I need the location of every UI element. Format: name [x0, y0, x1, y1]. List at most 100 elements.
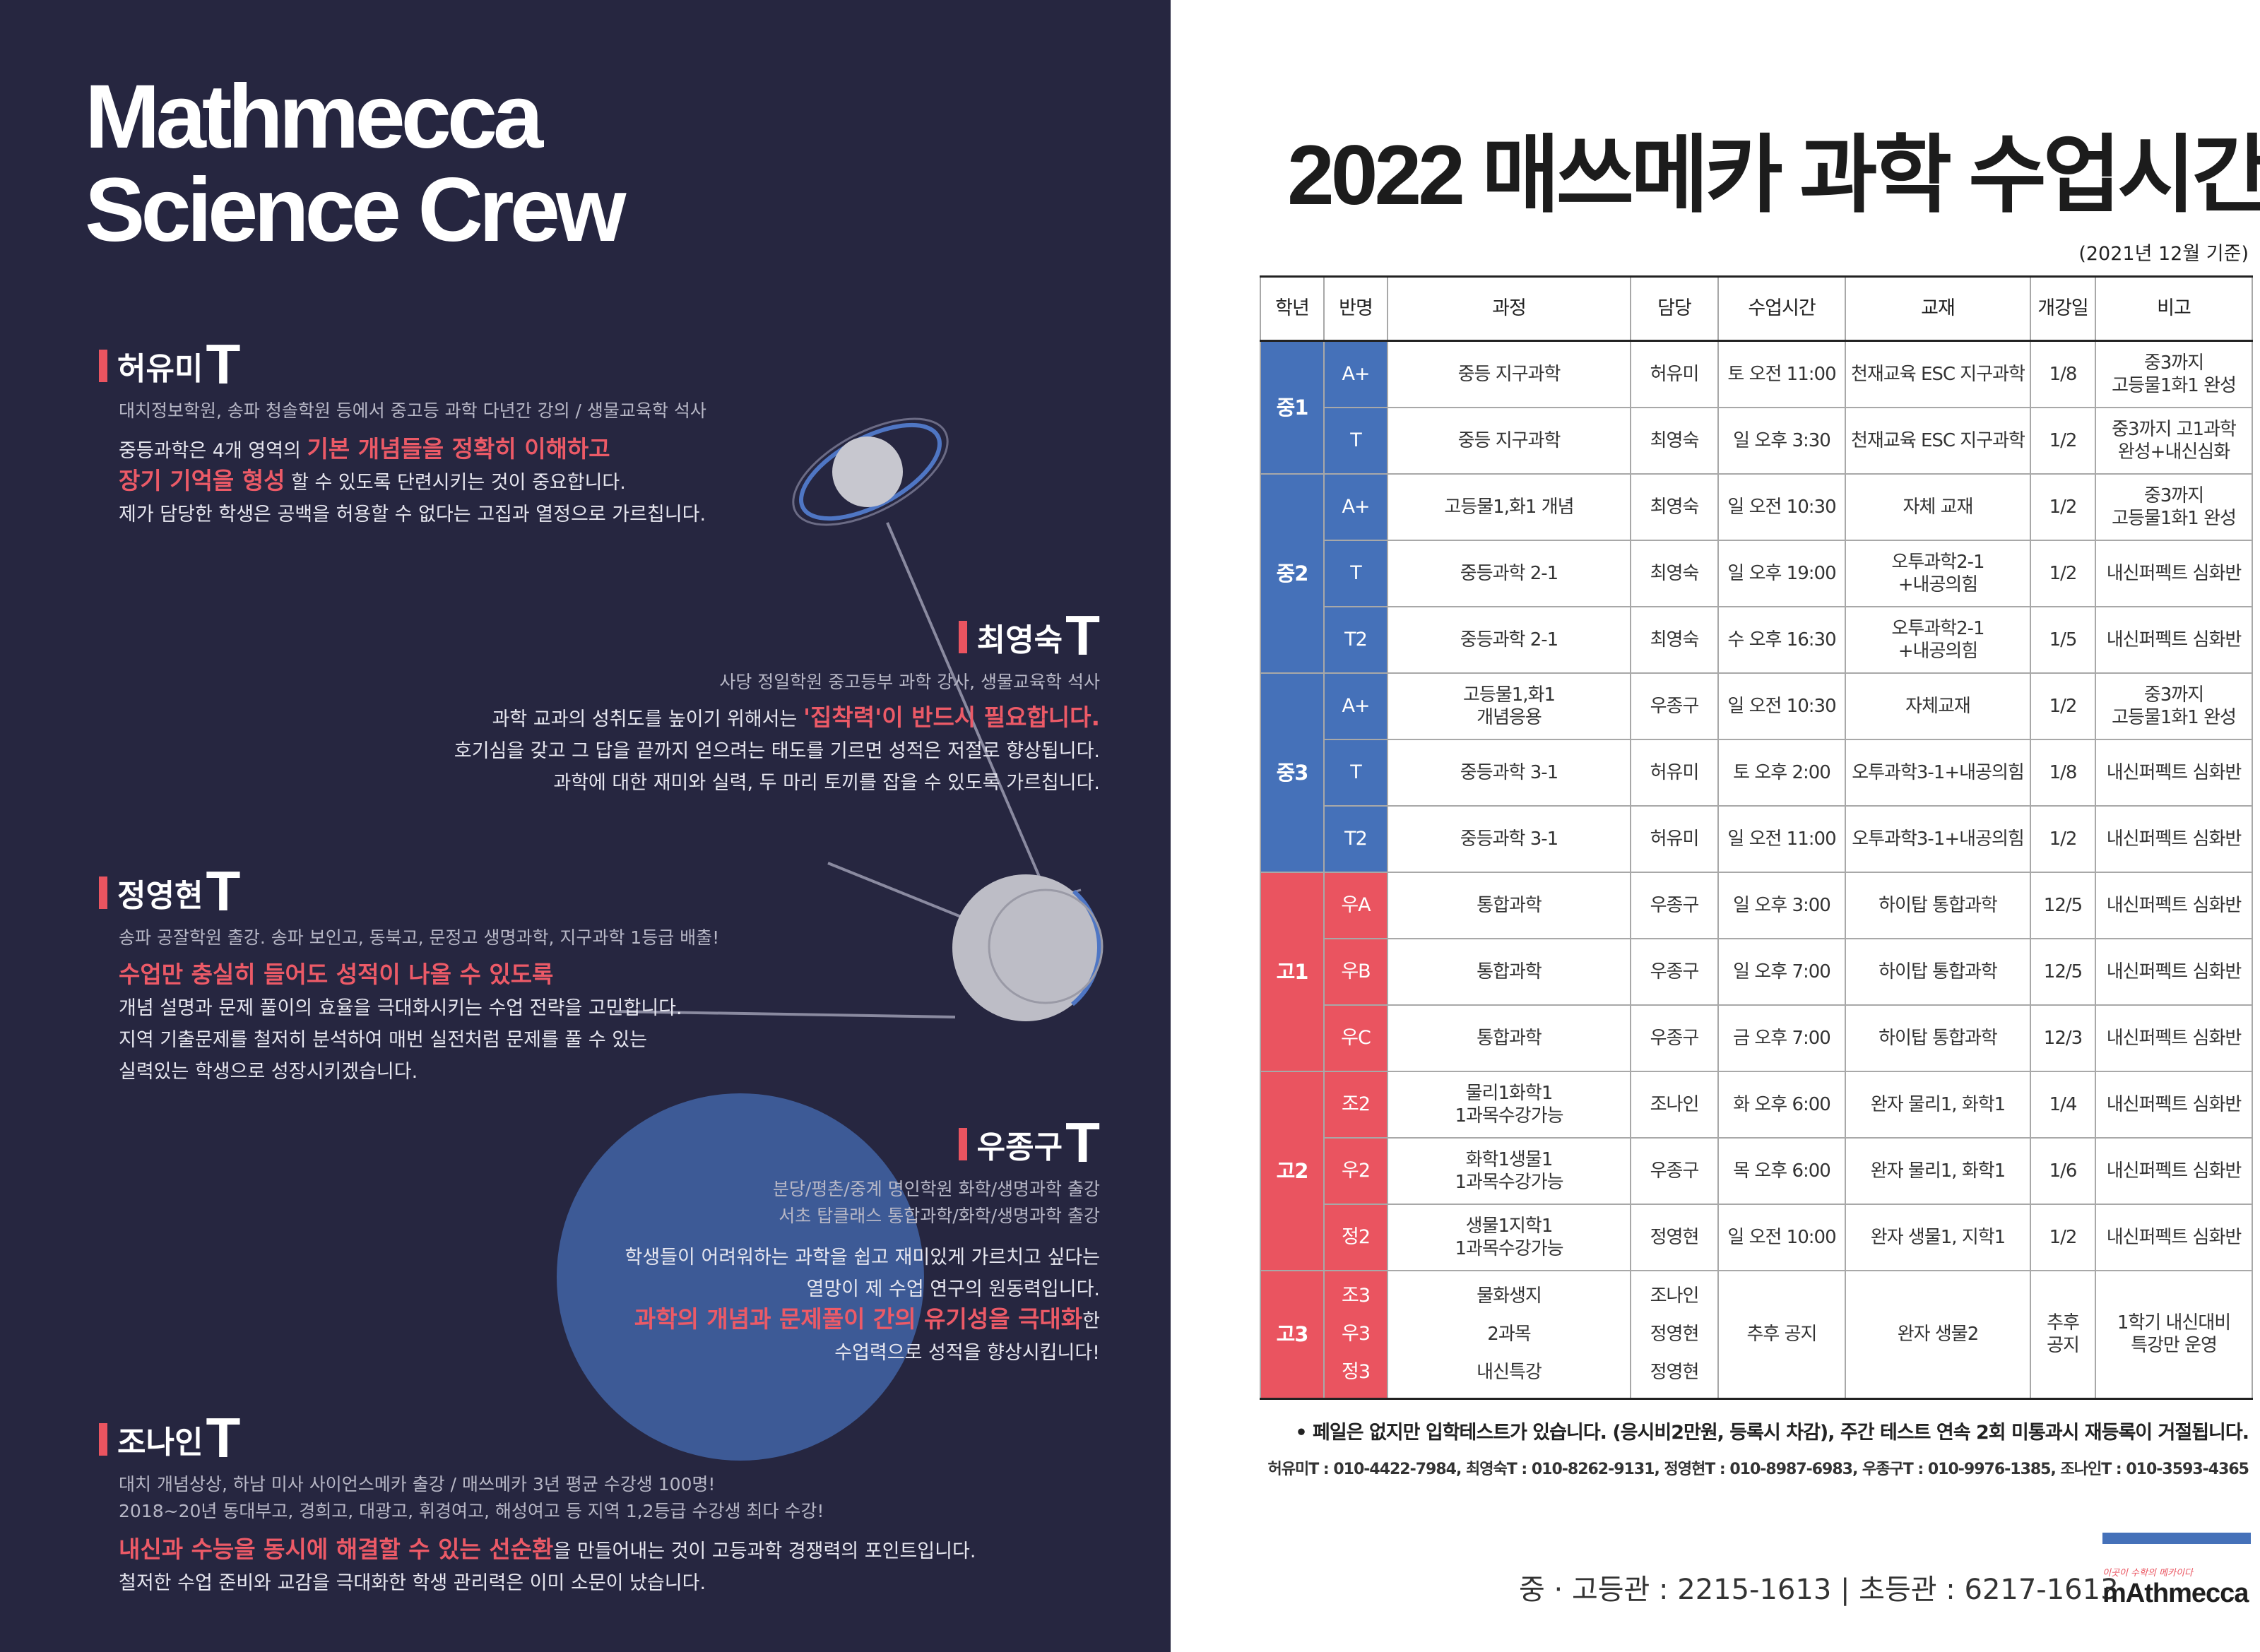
- teacher-cell: 우종구: [1630, 1136, 1719, 1205]
- book-cell: 하이탑 통합과학: [1845, 1004, 2031, 1072]
- start-date-cell: 1/2: [2030, 804, 2096, 873]
- book-cell: 완자 물리1, 화학1: [1845, 1070, 2031, 1139]
- book-cell: 자체교재: [1845, 672, 2031, 740]
- course-cell: 고등물1,화1 개념응용: [1387, 672, 1631, 740]
- course-cell: 중등과학 3-1: [1387, 804, 1631, 873]
- satellite-rim: [1071, 889, 1101, 1006]
- book-cell: 완자 물리1, 화학1: [1845, 1136, 2031, 1205]
- teacher-cell-item: 조나인: [1650, 1285, 1700, 1307]
- class-cell: 우2: [1323, 1136, 1388, 1205]
- logo-tagline: 이곳이 수학의 메카이다: [2102, 1568, 2193, 1579]
- start-date-cell: 1/2: [2030, 1203, 2096, 1271]
- teacher-name: 조나인T: [99, 1410, 976, 1471]
- teacher-cell: 최영숙: [1630, 605, 1719, 674]
- remark-cell: 내신퍼펙트 심화반: [2095, 1203, 2253, 1271]
- teacher-contacts: 허유미T : 010-4422-7984, 최영숙T : 010-8262-91…: [1267, 1461, 2249, 1478]
- logo-wordmark: mAthmecca: [2102, 1579, 2249, 1608]
- class-cell-item: 정3: [1341, 1361, 1371, 1384]
- teacher-credentials: 분당/평촌/중계 명인학원 화학/생명과학 출강: [772, 1179, 1100, 1199]
- class-cell: 조3 우3 정3: [1323, 1269, 1388, 1400]
- course-cell: 통합과학: [1387, 871, 1631, 939]
- start-date-cell: 1/2: [2030, 406, 2096, 475]
- table-row: 중3 A+ 고등물1,화1 개념응용 우종구 일 오전 10:30 자체교재 1/2 중3까지 고…: [1260, 672, 2253, 873]
- start-date-cell: 12/3: [2030, 1004, 2096, 1072]
- time-cell: 일 오전 10:30: [1717, 473, 1846, 541]
- teacher-cell: 정영현: [1630, 1203, 1719, 1271]
- time-cell: 일 오전 10:30: [1717, 672, 1846, 740]
- grade-cell: 중1: [1260, 340, 1325, 475]
- teacher-cell: 조나인 정영현 정영현: [1630, 1269, 1719, 1400]
- as-of-date: (2021년 12월 기준): [2078, 243, 2249, 265]
- table-row: 고1 우A 통합과학 우종구 일 오후 3:00 하이탑 통합과학 12/5 내신퍼펙트 심화…: [1260, 871, 2253, 1072]
- column-header: 개강일: [2030, 275, 2096, 342]
- teacher-cell-item: 정영현: [1650, 1362, 1700, 1384]
- teacher-line: 장기 기억을 형성 할 수 있도록 단련시키는 것이 중요합니다.: [119, 467, 626, 494]
- start-date-cell: 1/2: [2030, 539, 2096, 607]
- large-planet: [557, 1093, 924, 1461]
- branch-phones: 중 · 고등관 : 2215-1613 | 초등관 : 6217-1613: [1519, 1574, 2119, 1606]
- remark-cell: 내신퍼펙트 심화반: [2095, 605, 2253, 674]
- teacher-credentials: 서초 탑클래스 통합과학/화학/생명과학 출강: [779, 1206, 1100, 1226]
- teacher-block-choiyoungsook: 최영숙T 사당 정일학원 중고등부 과학 강사, 생물교육학 석사 과학 교과의…: [454, 607, 1100, 798]
- course-cell: 물화생지 2과목 내신특강: [1387, 1269, 1631, 1400]
- teacher-credentials: 사당 정일학원 중고등부 과학 강사, 생물교육학 석사: [719, 672, 1100, 692]
- teacher-credentials: 대치 개념상상, 하남 미사 사이언스메카 출강 / 매쓰메카 3년 평균 수강…: [119, 1474, 716, 1494]
- course-cell: 중등 지구과학: [1387, 406, 1631, 475]
- teacher-name: 최영숙T: [454, 607, 1100, 669]
- column-header: 학년: [1260, 275, 1325, 342]
- column-header: 과정: [1387, 275, 1631, 342]
- class-cell: 우A: [1323, 871, 1388, 939]
- column-header: 담당: [1630, 275, 1719, 342]
- book-cell: 오투과학2-1 +내공의힘: [1845, 539, 2031, 607]
- class-cell: T: [1323, 738, 1388, 807]
- space-illustration: [557, 417, 1104, 1461]
- logo-bar: [2102, 1533, 2251, 1544]
- start-date-cell: 12/5: [2030, 937, 2096, 1006]
- teacher-line: 지역 기출문제를 철저히 분석하여 매번 실전처럼 문제를 풀 수 있는: [119, 1029, 647, 1051]
- time-cell: 일 오후 3:00: [1717, 871, 1846, 939]
- teacher-line: 실력있는 학생으로 성장시키겠습니다.: [119, 1061, 418, 1083]
- course-cell: 중등과학 3-1: [1387, 738, 1631, 807]
- table-row: T 중등과학 2-1 최영숙 일 오후 19:00 오투과학2-1 +내공의힘 1/2 내신퍼…: [1260, 539, 2253, 607]
- class-cell: 정2: [1323, 1203, 1388, 1271]
- remark-cell: 중3까지 고등물1화1 완성: [2095, 340, 2253, 408]
- class-cell-item: 우3: [1341, 1323, 1371, 1345]
- remark-cell: 내신퍼펙트 심화반: [2095, 804, 2253, 873]
- antenna-line: [827, 862, 983, 927]
- teacher-line: 중등과학은 4개 영역의 기본 개념들을 정확히 이해하고: [119, 435, 610, 463]
- start-date-cell: 1/4: [2030, 1070, 2096, 1139]
- schedule-table: 학년 반명 과정 담당 수업시간 교재 개강일 비고 중1 A+ 중등 지구과학 허유…: [1260, 275, 2253, 1400]
- brand-title: Mathmecca Science Crew: [85, 66, 626, 261]
- course-cell-item: 물화생지: [1477, 1285, 1542, 1307]
- teacher-line: 학생들이 어려워하는 과학을 쉽고 재미있게 가르치고 싶다는: [625, 1247, 1101, 1268]
- remark-cell: 중3까지 고등물1화1 완성: [2095, 672, 2253, 740]
- book-cell: 하이탑 통합과학: [1845, 937, 2031, 1006]
- table-row: 우B 통합과학 우종구 일 오후 7:00 하이탑 통합과학 12/5 내신퍼펙트 심화반: [1260, 937, 2253, 1006]
- teacher-cell: 허유미: [1630, 804, 1719, 873]
- grade-cell: 고1: [1260, 871, 1325, 1072]
- time-cell: 일 오후 3:30: [1717, 406, 1846, 475]
- grade-cell: 고3: [1260, 1269, 1325, 1400]
- start-date-cell: 1/5: [2030, 605, 2096, 674]
- book-cell: 오투과학3-1+내공의힘: [1845, 738, 2031, 807]
- teacher-cell-item: 정영현: [1650, 1324, 1700, 1345]
- table-row: 정2 생물1지학1 1과목수강가능 정영현 일 오전 10:00 완자 생물1, 지학1 1…: [1260, 1203, 2253, 1271]
- remark-cell: 내신퍼펙트 심화반: [2095, 1070, 2253, 1139]
- start-date-cell: 1/8: [2030, 340, 2096, 408]
- teacher-cell: 우종구: [1630, 672, 1719, 740]
- time-cell: 목 오후 6:00: [1717, 1136, 1846, 1205]
- column-header: 반명: [1323, 275, 1388, 342]
- teacher-name: 우종구T: [625, 1115, 1100, 1176]
- class-cell: 우B: [1323, 937, 1388, 1006]
- book-cell: 하이탑 통합과학: [1845, 871, 2031, 939]
- table-row: 고3 조3 우3 정3 물화생지 2과목 내신특강 조나인 정영현 정영현 추후 공지 완자 생물2 추…: [1260, 1269, 2253, 1400]
- left-panel: Mathmecca Science Crew 허유미T 대치정보학원, 송파 청…: [0, 0, 1171, 1652]
- class-cell: 조2: [1323, 1070, 1388, 1139]
- book-cell: 천재교육 ESC 지구과학: [1845, 340, 2031, 408]
- antenna-line: [614, 1010, 956, 1018]
- grade-cell: 고2: [1260, 1070, 1325, 1271]
- page-title: 2022 매쓰메카 과학 수업시간표: [1287, 128, 2260, 222]
- table-row: T 중등과학 3-1 허유미 토 오후 2:00 오투과학3-1+내공의힘 1/8 내신퍼펙…: [1260, 738, 2253, 807]
- time-cell: 토 오전 11:00: [1717, 340, 1846, 408]
- class-cell: T2: [1323, 804, 1388, 873]
